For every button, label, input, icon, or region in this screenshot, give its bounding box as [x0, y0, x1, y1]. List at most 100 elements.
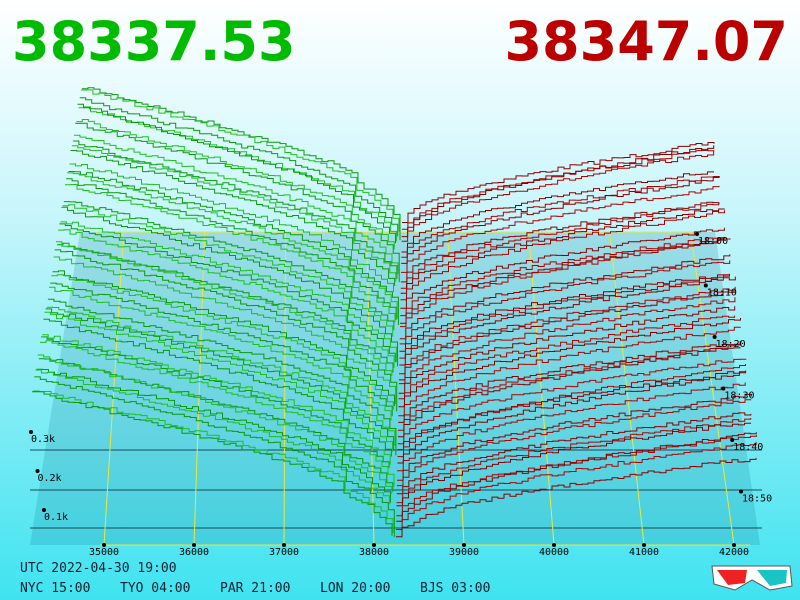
bid-depth-line [50, 282, 393, 417]
time-label: 18:30 [724, 391, 754, 402]
bid-depth-line [43, 318, 392, 457]
ask-depth-line [396, 432, 757, 522]
ask-depth-line [397, 382, 746, 472]
ask-depth-line [396, 457, 757, 538]
bid-depth-line [66, 178, 397, 320]
price-tick [642, 543, 646, 547]
time-label: 18:40 [733, 442, 763, 453]
ask-depth-line [398, 318, 741, 408]
price-grid-line [609, 231, 645, 546]
volume-label: 0.1k [44, 512, 68, 523]
ask-depth-line [397, 393, 752, 481]
bid-depth-line [32, 391, 393, 536]
ask-depth-line [401, 148, 715, 230]
bid-depth-line [41, 336, 390, 468]
ask-depth-line [401, 145, 715, 238]
ask-depth-line [399, 274, 730, 352]
time-tick [703, 283, 708, 288]
ask-price: 38347.07 [504, 10, 788, 73]
price-label: 36000 [179, 547, 209, 558]
ask-depth-line [401, 150, 715, 242]
bid-depth-line [80, 89, 400, 232]
ask-depth-line [400, 210, 725, 301]
bid-depth-line [52, 270, 395, 407]
bid-depth-line [79, 97, 399, 237]
bid-depth-line [74, 134, 399, 274]
bid-depth-line [71, 145, 397, 282]
bid-depth-line [53, 256, 397, 405]
ask-depth-line [398, 315, 736, 400]
price-grid-line [528, 231, 555, 546]
bid-depth-line [51, 274, 394, 410]
ask-depth-line [399, 254, 731, 340]
bid-depth-line [77, 103, 396, 244]
bid-depth-line [57, 242, 394, 373]
bid-depth-line [67, 172, 398, 319]
volume-tick [35, 469, 40, 473]
bid-depth-line [46, 306, 396, 446]
ask-depth-line [401, 177, 720, 264]
ask-depth-line [402, 142, 715, 223]
ask-depth-line [400, 237, 725, 317]
bid-depth-line [55, 241, 393, 376]
price-grid-line [690, 231, 735, 546]
ask-depth-line [400, 236, 725, 324]
city-time: LON 20:00 [320, 581, 390, 596]
ask-depth-line [399, 276, 736, 366]
price-tick [732, 543, 736, 547]
volume-label: 0.3k [31, 434, 55, 445]
time-label: 18:50 [742, 494, 772, 505]
price-tick [192, 543, 196, 547]
utc-time: UTC 2022-04-30 19:00 [20, 561, 177, 576]
price-tick [282, 543, 286, 547]
bid-depth-line [40, 340, 395, 487]
price-label: 40000 [539, 547, 569, 558]
ask-depth-line [401, 185, 720, 273]
ask-depth-line [397, 358, 747, 445]
bid-depth-line [45, 308, 395, 450]
time-label: 18:20 [716, 339, 746, 350]
price-label: 42000 [719, 547, 749, 558]
price-grid-line [366, 231, 375, 546]
bid-depth-line [65, 184, 396, 323]
bid-depth-line [34, 376, 395, 538]
ask-depth-line [400, 238, 731, 328]
time-label: 18:10 [707, 288, 737, 299]
price-tick [462, 543, 466, 547]
ask-depth-line [396, 441, 757, 530]
bid-depth-line [36, 368, 391, 503]
ask-depth-line [397, 347, 741, 438]
bid-depth-line [70, 150, 396, 286]
price-label: 39000 [449, 547, 479, 558]
bid-depth-line [47, 298, 397, 456]
ask-depth-line [396, 422, 751, 507]
city-time: PAR 21:00 [220, 581, 290, 596]
volume-tick [29, 430, 33, 434]
ask-depth-line [399, 291, 736, 381]
ask-depth-line [397, 399, 752, 487]
time-tick [695, 232, 699, 236]
ask-depth-line [397, 364, 746, 458]
bid-depth-line [42, 334, 391, 465]
city-time: NYC 15:00 [20, 581, 90, 596]
bid-depth-line [37, 354, 393, 494]
time-tick [730, 438, 735, 442]
ask-depth-line [396, 412, 752, 495]
price-label: 41000 [629, 547, 659, 558]
time-label: 18:00 [698, 236, 728, 247]
bid-depth-line [62, 204, 394, 337]
bid-depth-line [82, 87, 401, 241]
ask-depth-line [400, 208, 726, 294]
time-tick [721, 386, 726, 391]
bid-depth-line [61, 206, 398, 367]
ask-depth-line [400, 202, 720, 289]
price-grid-line [103, 231, 125, 546]
price-label: 35000 [89, 547, 119, 558]
bid-depth-line [58, 229, 395, 368]
bid-depth-line [63, 201, 395, 331]
price-grid-line [283, 231, 287, 546]
time-tick [739, 489, 743, 494]
bid-depth-line [69, 163, 394, 292]
price-tick [372, 543, 376, 547]
